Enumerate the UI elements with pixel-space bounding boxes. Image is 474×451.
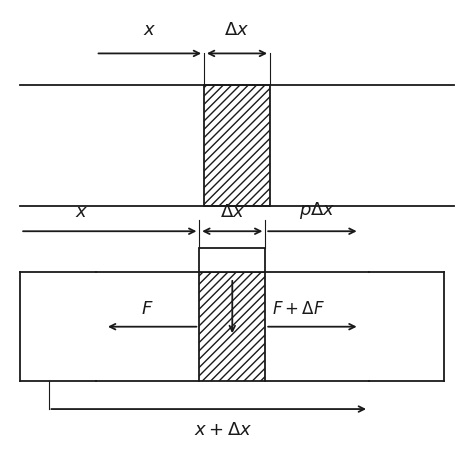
- Text: $\Delta x$: $\Delta x$: [220, 202, 245, 221]
- Text: $p\Delta x$: $p\Delta x$: [299, 199, 336, 221]
- Text: $x$: $x$: [75, 202, 88, 221]
- Bar: [199, 249, 265, 272]
- Text: $F$: $F$: [141, 299, 154, 318]
- Text: $F+\Delta F$: $F+\Delta F$: [273, 299, 326, 318]
- Text: $\Delta x$: $\Delta x$: [225, 21, 249, 39]
- Bar: [199, 272, 265, 381]
- Text: $x$: $x$: [143, 21, 156, 39]
- Bar: [204, 85, 270, 207]
- Text: $x+\Delta x$: $x+\Delta x$: [194, 420, 252, 437]
